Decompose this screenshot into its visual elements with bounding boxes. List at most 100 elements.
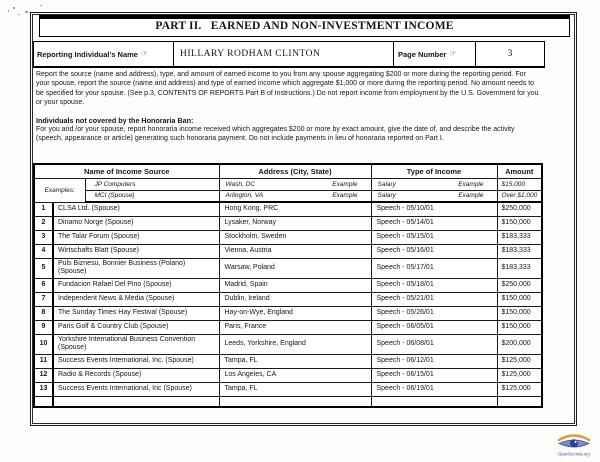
row-number: 6 [33,277,54,293]
income-type-cell: Speech - 05/14/01 [370,215,498,231]
table-row: 1 CLSA Ltd. (Spouse) Hong Kong, PRC Spee… [33,201,543,217]
example-amount: $15,000 [496,177,543,191]
amount-cell: $183,333 [496,243,543,259]
amount-cell: $125,000 [496,367,543,383]
empty-row [33,395,543,408]
address-cell: Los Angeles, CA [218,367,372,383]
income-source-cell: The Talar Forum (Spouse) [52,229,220,245]
row-number: 2 [33,215,54,231]
income-source-cell: Fundacion Rafael Del Pino (Spouse) [52,277,220,293]
scan-noise [18,14,20,15]
income-type-cell: Speech - 05/18/01 [370,277,498,293]
instructions: Report the source (name and address), ty… [36,70,541,144]
page-number-label-text: Page Number [398,49,447,59]
income-source-cell: CLSA Ltd. (Spouse) [52,201,220,217]
income-source-cell [52,395,220,408]
table-row: 11 Success Events International, Inc. (S… [33,353,543,369]
income-table: Name of Income Source Address (City, Sta… [33,163,543,409]
reporting-name-value: HILLARY RODHAM CLINTON [174,42,394,66]
header-type: Type of Income [370,163,498,179]
example-address: Arlington, VA [225,192,264,200]
income-type-cell [370,395,498,408]
header-income-source: Name of Income Source [33,163,220,179]
address-cell: Vienna, Austria [218,243,372,259]
example-row: MCI (Spouse) Arlington, VA Example Salar… [34,189,543,203]
address-cell: Stockholm, Sweden [218,229,372,245]
header-amount: Amount [496,163,543,179]
address-cell: Hong Kong, PRC [218,201,372,217]
amount-cell: $150,000 [496,319,543,335]
amount-cell [496,395,543,408]
amount-cell: $250,000 [496,201,543,217]
row-number: 5 [33,257,54,279]
amount-cell: $150,000 [496,291,543,307]
pointer-hand-icon: ☞ [449,49,457,58]
page-number-label: Page Number ☞ [394,42,476,66]
income-type-cell: Speech - 06/15/01 [370,367,498,383]
address-cell [218,395,372,408]
address-cell: Tampa, FL [218,353,372,369]
row-number: 3 [33,229,54,245]
income-source-cell: Success Events International, Inc (Spous… [52,381,220,397]
income-type-cell: Speech - 06/19/01 [370,381,498,397]
table-row: 9 Paris Golf & Country Club (Spouse) Par… [33,319,543,335]
example-type: Salary [377,192,396,200]
example-source: JP Computers [84,177,220,191]
table-row: 2 Dinamo Norge (Spouse) Lysaker, Norway … [33,215,543,231]
scan-noise [40,5,42,6]
honoraria-heading: Individuals not covered by the Honoraria… [36,115,194,125]
example-type-cell: Salary Example [370,177,498,191]
amount-cell: $150,000 [496,305,543,321]
examples-label: Examples: [33,177,86,203]
example-amount: Over $1,000 [496,189,543,203]
income-type-cell: Speech - 05/26/01 [370,305,498,321]
income-source-cell: Radio & Records (Spouse) [52,367,220,383]
reporting-name-label-text: Reporting Individual's Name [37,49,138,59]
example-row: Examples: JP Computers Wash, DC Example … [33,177,543,203]
example-type-cell: Salary Example [370,189,498,203]
income-type-cell: Speech - 06/05/01 [370,319,498,335]
income-source-cell: Yorkshire International Business Convent… [52,333,220,355]
watermark-text: OpenSecrets.org [558,452,590,457]
part-title: PART II. EARNED AND NON-INVESTMENT INCOM… [39,15,570,37]
example-address-cell: Wash, DC Example [218,177,372,191]
table-row: 12 Radio & Records (Spouse) Los Angeles,… [33,367,543,383]
scan-noise [8,10,9,12]
row-number: 13 [33,381,54,397]
income-type-cell: Speech - 05/15/01 [370,229,498,245]
table-row: 3 The Talar Forum (Spouse) Stockholm, Sw… [33,229,543,245]
row-number [33,395,54,408]
pointer-hand-icon: ☞ [140,49,149,58]
amount-cell: $125,000 [496,381,543,397]
table-header-row: Name of Income Source Address (City, Sta… [33,163,543,179]
income-type-cell: Speech - 06/12/01 [370,353,498,369]
row-number: 8 [33,305,54,321]
amount-cell: $125,000 [496,353,543,369]
table-row: 7 Independent News & Media (Spouse) Dubl… [33,291,543,307]
example-address: Wash, DC [225,180,256,188]
row-number: 7 [33,291,54,307]
address-cell: Paris, France [218,319,372,335]
scan-noise [13,7,15,9]
income-source-cell: The Sunday Times Hay Festival (Spouse) [52,305,220,321]
address-cell: Warsaw, Poland [218,257,372,279]
example-type: Salary [377,180,396,188]
income-type-cell: Speech - 05/17/01 [370,257,498,279]
instruction-paragraph-1: Report the source (name and address), ty… [36,71,539,107]
row-number: 12 [33,367,54,383]
income-source-cell: Dinamo Norge (Spouse) [52,215,220,231]
opensecrets-logo: OpenSecrets.org [553,431,595,462]
income-source-cell: Wirtschafts Blatt (Spouse) [52,243,220,259]
instruction-paragraph-2: For you and /or your spouse, report hono… [36,126,515,143]
example-tag: Example [332,180,358,188]
income-source-cell: Puls Biznesu, Bonnier Business (Polano) … [52,257,220,279]
row-number: 11 [33,353,54,369]
income-table-body: 1 CLSA Ltd. (Spouse) Hong Kong, PRC Spee… [33,201,543,397]
table-row: 6 Fundacion Rafael Del Pino (Spouse) Mad… [33,277,543,293]
income-source-cell: Paris Golf & Country Club (Spouse) [52,319,220,335]
amount-cell: $183,333 [496,257,543,279]
example-source: MCI (Spouse) [84,189,220,203]
row-number: 10 [33,333,54,355]
income-type-cell: Speech - 06/08/01 [370,333,498,355]
